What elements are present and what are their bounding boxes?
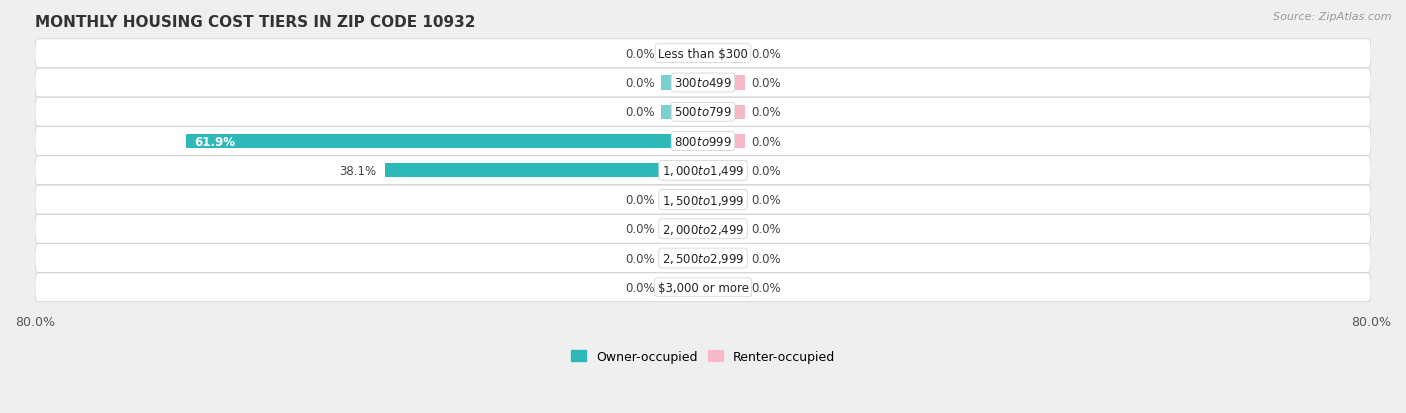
FancyBboxPatch shape xyxy=(35,157,1371,185)
FancyBboxPatch shape xyxy=(35,127,1371,156)
FancyBboxPatch shape xyxy=(35,273,1371,302)
Text: 0.0%: 0.0% xyxy=(624,223,655,236)
Bar xyxy=(703,135,745,149)
Text: 38.1%: 38.1% xyxy=(339,164,377,177)
Bar xyxy=(703,105,745,120)
Bar xyxy=(661,76,703,90)
Bar xyxy=(703,193,745,207)
Bar xyxy=(661,222,703,236)
Text: $800 to $999: $800 to $999 xyxy=(673,135,733,148)
Text: $2,500 to $2,999: $2,500 to $2,999 xyxy=(662,252,744,266)
Text: 0.0%: 0.0% xyxy=(751,252,782,265)
Text: Source: ZipAtlas.com: Source: ZipAtlas.com xyxy=(1274,12,1392,22)
Bar xyxy=(186,135,703,149)
Bar xyxy=(703,280,745,295)
Text: $2,000 to $2,499: $2,000 to $2,499 xyxy=(662,222,744,236)
FancyBboxPatch shape xyxy=(35,244,1371,273)
Text: 0.0%: 0.0% xyxy=(624,106,655,119)
Bar xyxy=(703,47,745,61)
Text: 0.0%: 0.0% xyxy=(751,135,782,148)
Text: $1,000 to $1,499: $1,000 to $1,499 xyxy=(662,164,744,178)
Bar xyxy=(385,164,703,178)
Text: 0.0%: 0.0% xyxy=(751,194,782,206)
FancyBboxPatch shape xyxy=(35,186,1371,214)
Text: MONTHLY HOUSING COST TIERS IN ZIP CODE 10932: MONTHLY HOUSING COST TIERS IN ZIP CODE 1… xyxy=(35,15,475,30)
Bar xyxy=(661,105,703,120)
Bar xyxy=(661,251,703,266)
Text: $3,000 or more: $3,000 or more xyxy=(658,281,748,294)
Bar xyxy=(661,280,703,295)
Text: 0.0%: 0.0% xyxy=(624,252,655,265)
Bar xyxy=(661,193,703,207)
Text: 0.0%: 0.0% xyxy=(751,77,782,90)
Bar xyxy=(703,222,745,236)
Legend: Owner-occupied, Renter-occupied: Owner-occupied, Renter-occupied xyxy=(571,350,835,363)
Text: 0.0%: 0.0% xyxy=(751,223,782,236)
FancyBboxPatch shape xyxy=(35,40,1371,69)
FancyBboxPatch shape xyxy=(35,215,1371,244)
Text: $1,500 to $1,999: $1,500 to $1,999 xyxy=(662,193,744,207)
FancyBboxPatch shape xyxy=(35,98,1371,127)
Text: 0.0%: 0.0% xyxy=(751,281,782,294)
Text: Less than $300: Less than $300 xyxy=(658,47,748,61)
Text: 61.9%: 61.9% xyxy=(194,135,235,148)
Bar xyxy=(661,47,703,61)
Bar xyxy=(703,164,745,178)
Text: 0.0%: 0.0% xyxy=(751,106,782,119)
Bar xyxy=(703,251,745,266)
Text: 0.0%: 0.0% xyxy=(624,281,655,294)
Bar xyxy=(703,76,745,90)
Text: $500 to $799: $500 to $799 xyxy=(673,106,733,119)
Text: $300 to $499: $300 to $499 xyxy=(673,77,733,90)
FancyBboxPatch shape xyxy=(35,69,1371,97)
Text: 0.0%: 0.0% xyxy=(624,194,655,206)
Text: 0.0%: 0.0% xyxy=(624,47,655,61)
Text: 0.0%: 0.0% xyxy=(751,47,782,61)
Text: 0.0%: 0.0% xyxy=(624,77,655,90)
Text: 0.0%: 0.0% xyxy=(751,164,782,177)
